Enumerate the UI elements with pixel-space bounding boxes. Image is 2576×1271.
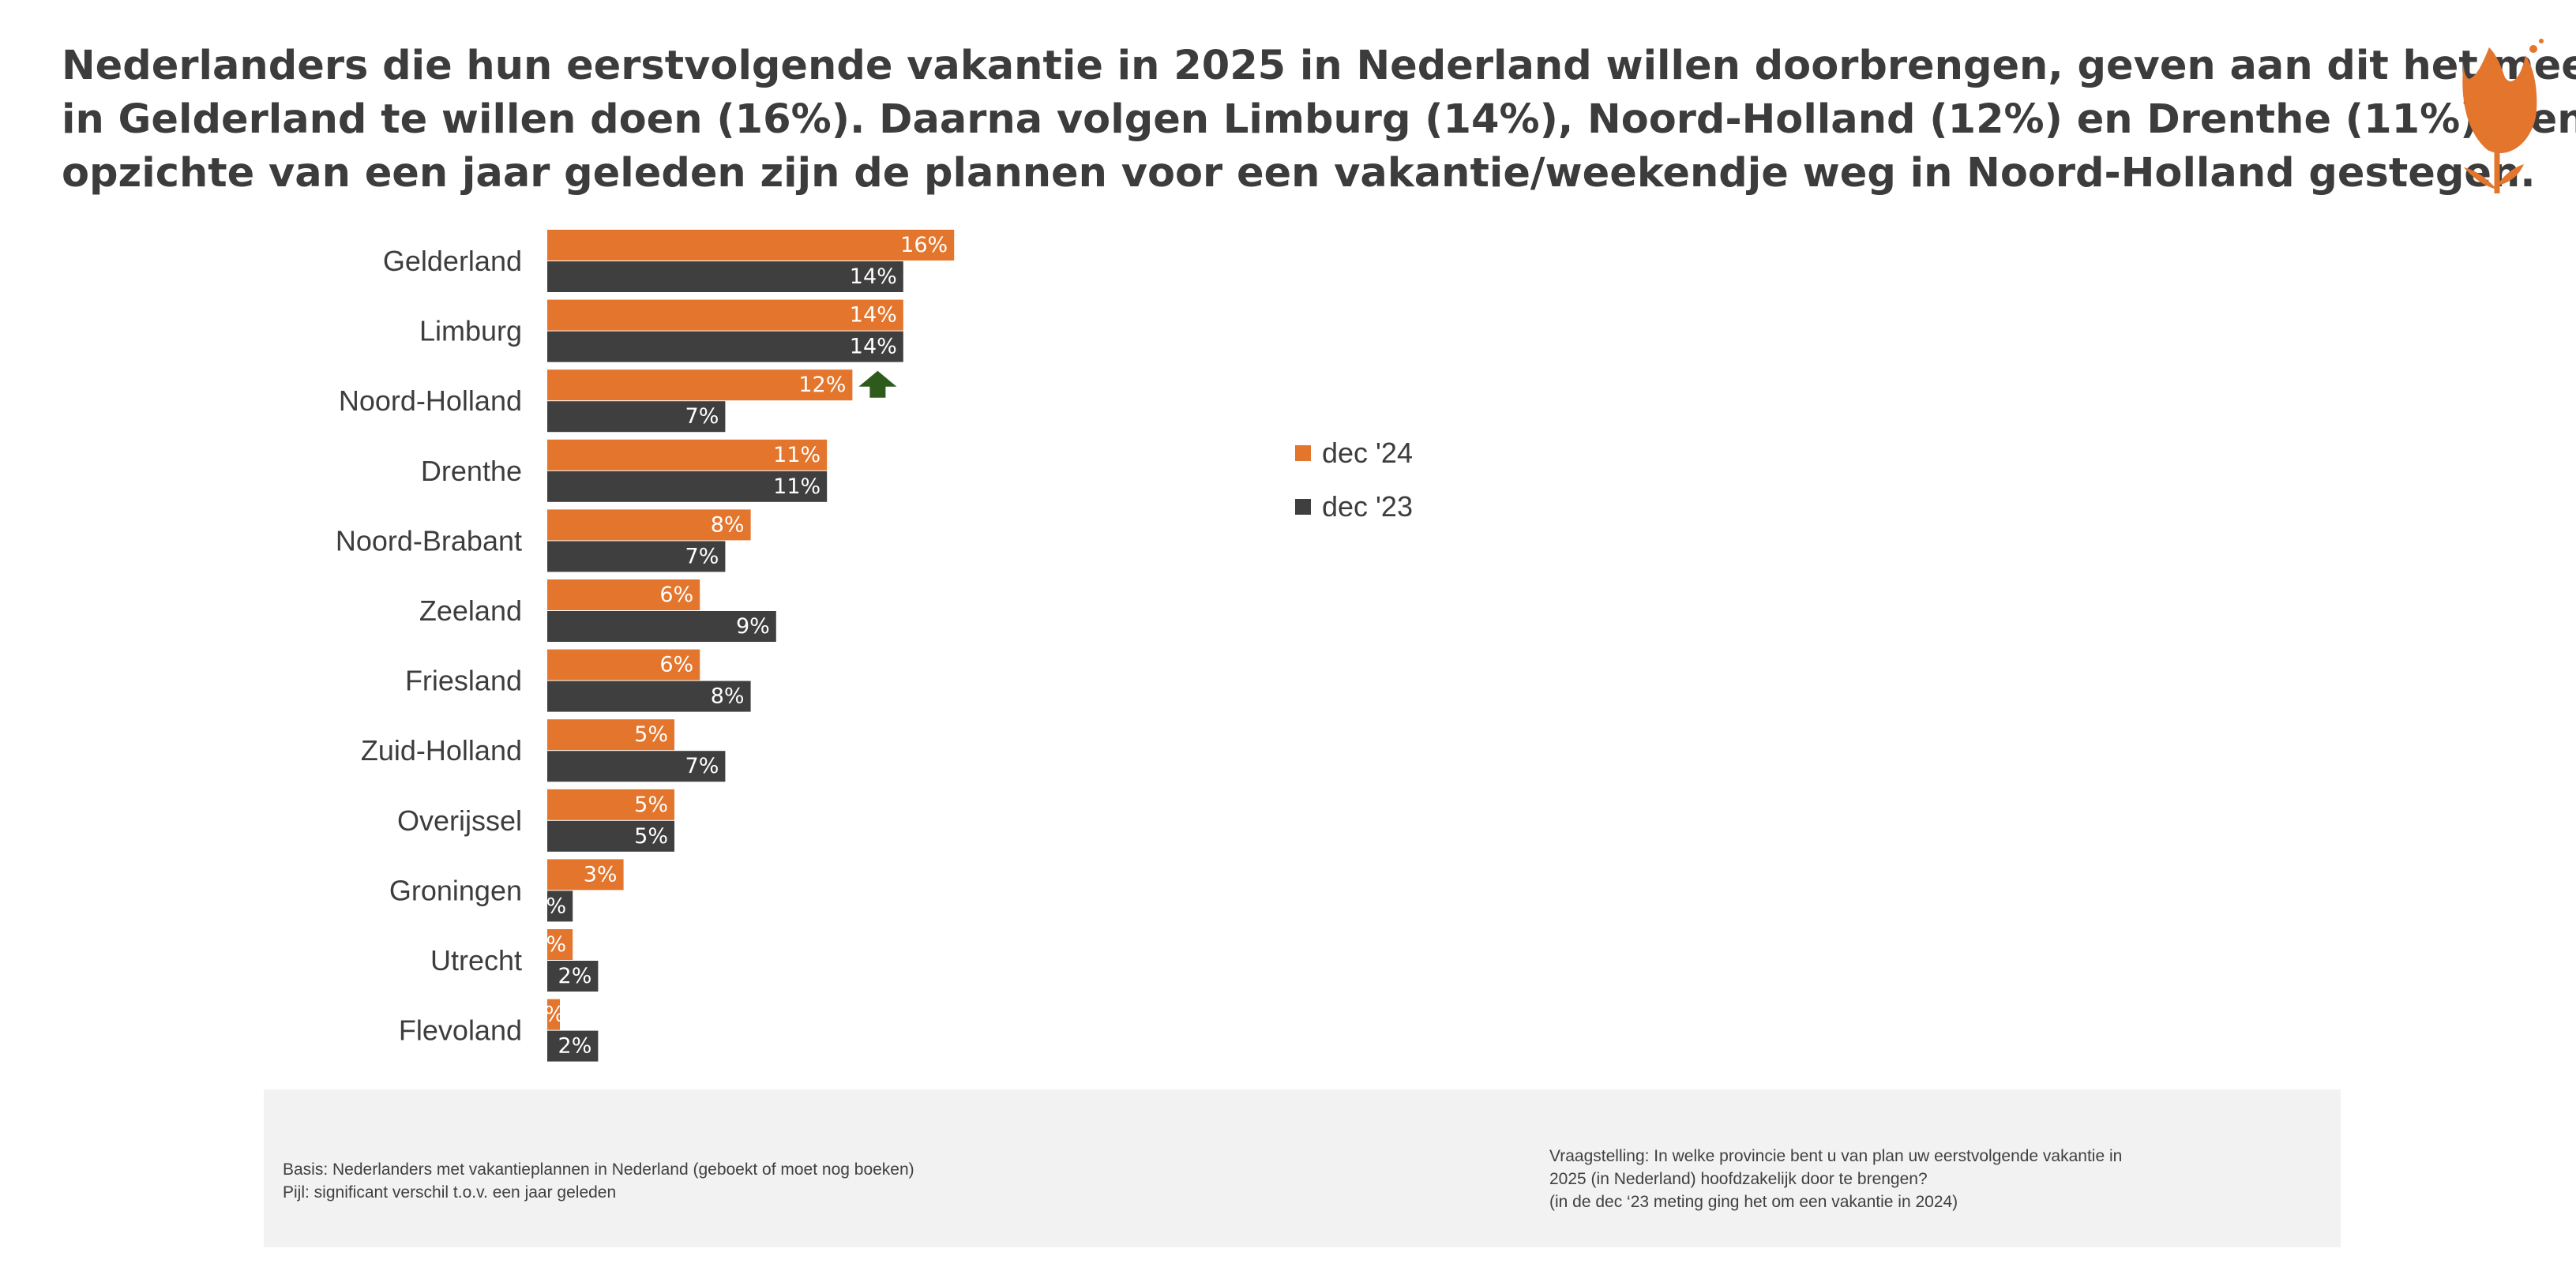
bar-dec23 xyxy=(547,331,903,362)
data-label: 14% xyxy=(850,303,897,328)
data-label: 14% xyxy=(850,335,897,359)
category-label: Drenthe xyxy=(421,455,522,487)
bar-dec23 xyxy=(547,1030,599,1062)
tulip-icon xyxy=(2462,39,2544,193)
legend-swatch xyxy=(1295,499,1311,515)
data-label: 5% xyxy=(634,793,668,817)
category-label: Overijssel xyxy=(397,804,522,837)
category-label: Limburg xyxy=(419,315,522,347)
bar-dec23 xyxy=(547,471,828,502)
footnote-basis: Basis: Nederlanders met vakantieplannen … xyxy=(283,1158,914,1204)
footnote-line: Basis: Nederlanders met vakantieplannen … xyxy=(283,1160,914,1179)
footer-panel: Basis: Nederlanders met vakantieplannen … xyxy=(264,1089,2341,1247)
bar-dec24 xyxy=(547,230,955,261)
legend-item: dec '24 xyxy=(1295,426,1413,480)
bar-dec23 xyxy=(547,541,726,572)
bar-dec23 xyxy=(547,401,726,433)
footnote-line: 2025 (in Nederland) hoofdzakelijk door t… xyxy=(1549,1170,1928,1188)
title-line: Nederlanders die hun eerstvolgende vakan… xyxy=(62,43,2576,89)
bar-dec24 xyxy=(547,929,573,960)
bar-dec24 xyxy=(547,649,700,680)
data-label: 5% xyxy=(634,824,668,849)
category-label: Zuid-Holland xyxy=(361,734,522,767)
bar-dec23 xyxy=(547,751,726,782)
bar-dec24 xyxy=(547,299,903,331)
bar-dec24 xyxy=(547,439,828,471)
data-label: 12% xyxy=(798,373,846,397)
data-label: 7% xyxy=(685,404,719,429)
category-label: Noord-Brabant xyxy=(336,524,522,557)
data-label: 7% xyxy=(685,544,719,568)
data-label: 8% xyxy=(711,512,745,537)
bar-dec24 xyxy=(547,369,853,401)
title-line: opzichte van een jaar geleden zijn de pl… xyxy=(62,150,2536,197)
footnote-line: (in de dec ‘23 meting ging het om een va… xyxy=(1549,1193,1958,1211)
chart-legend: dec '24 dec '23 xyxy=(1295,426,1413,534)
category-label: Noord-Holland xyxy=(339,384,522,417)
data-label: 6% xyxy=(659,583,693,607)
legend-swatch xyxy=(1295,445,1311,461)
footnote-vraagstelling: Vraagstelling: In welke provincie bent u… xyxy=(1549,1145,2308,1213)
data-label: 1% xyxy=(532,932,566,957)
category-label: Flevoland xyxy=(399,1014,522,1047)
category-label: Utrecht xyxy=(430,944,522,977)
category-label: Friesland xyxy=(405,665,522,697)
bar-dec23 xyxy=(547,261,903,292)
data-label: 3% xyxy=(584,862,618,887)
bar-dec24 xyxy=(547,999,560,1030)
bar-dec23 xyxy=(547,961,599,992)
data-label: 1% xyxy=(532,894,566,918)
data-label: 6% xyxy=(659,653,693,677)
bar-dec24 xyxy=(547,859,624,890)
footnote-line: Pijl: significant verschil t.o.v. een ja… xyxy=(283,1183,617,1202)
data-label: 7% xyxy=(685,754,719,778)
data-label: 2% xyxy=(558,964,592,988)
legend-item: dec '23 xyxy=(1295,480,1413,534)
bar-dec24 xyxy=(547,579,700,610)
legend-label: dec '23 xyxy=(1322,490,1413,523)
data-label: 2% xyxy=(558,1034,592,1059)
data-label: 11% xyxy=(773,474,820,499)
arrow-up-icon xyxy=(858,370,897,398)
category-label: Zeeland xyxy=(419,594,522,627)
data-label: 16% xyxy=(900,233,948,257)
bar-dec24 xyxy=(547,509,751,541)
bar-dec23 xyxy=(547,680,751,712)
bar-dec23 xyxy=(547,611,776,642)
category-label: Gelderland xyxy=(383,245,522,277)
bar-dec24 xyxy=(547,789,674,820)
category-label: Groningen xyxy=(389,874,522,906)
data-label: 0% xyxy=(531,1003,565,1027)
bar-dec24 xyxy=(547,719,674,751)
page-title: Nederlanders die hun eerstvolgende vakan… xyxy=(62,39,2576,201)
footnote-line: Vraagstelling: In welke provincie bent u… xyxy=(1549,1147,2123,1165)
data-label: 14% xyxy=(850,264,897,289)
data-label: 5% xyxy=(634,722,668,747)
title-line: in Gelderland te willen doen (16%). Daar… xyxy=(62,96,2576,143)
bar-chart: Gelderland 16%14%Limburg 14%14%Noord-Holla… xyxy=(336,230,955,1062)
data-label: 8% xyxy=(711,684,745,709)
data-label: 9% xyxy=(736,614,770,639)
bar-dec23 xyxy=(547,890,573,922)
legend-label: dec '24 xyxy=(1322,437,1413,469)
bar-dec23 xyxy=(547,820,674,852)
data-label: 11% xyxy=(773,443,820,467)
